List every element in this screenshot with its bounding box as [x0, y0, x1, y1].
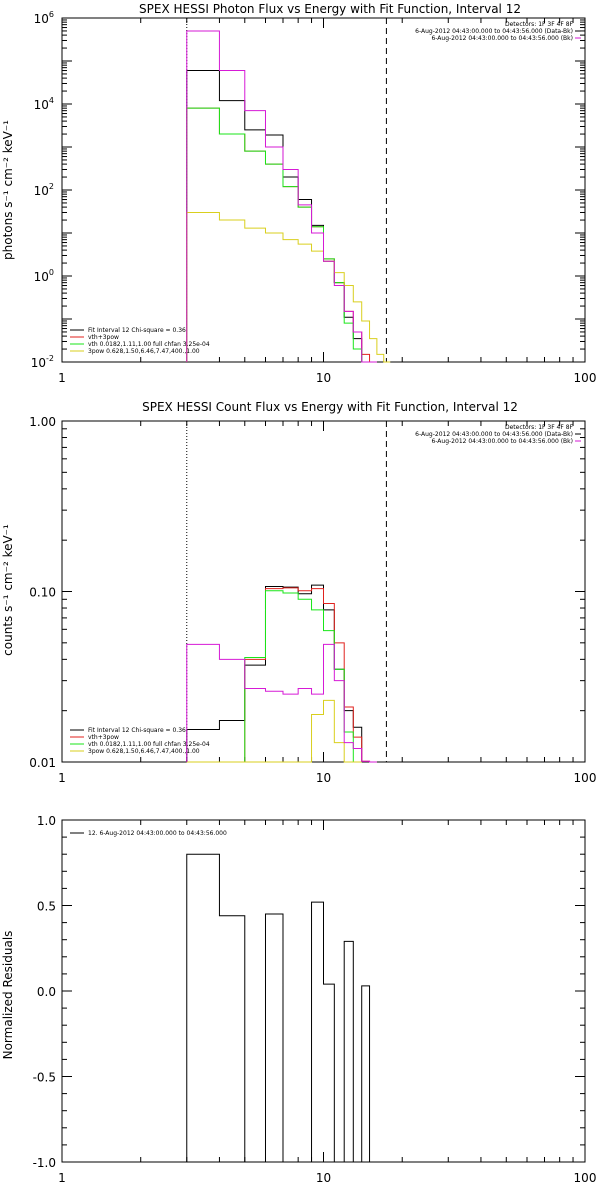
- black-series-line: [186, 584, 377, 763]
- x-tick-label: 100: [574, 371, 597, 385]
- count-y-axis-label: counts s⁻¹ cm⁻² keV⁻¹: [1, 524, 15, 656]
- y-tick-label: 1.00: [29, 415, 56, 429]
- x-tick-label: 10: [316, 1171, 331, 1185]
- y-tick-label: 0.01: [29, 756, 56, 770]
- info-text: 6-Aug-2012 04:43:00.000 to 04:43:56.000 …: [431, 438, 573, 445]
- black-series-line: [186, 853, 371, 1163]
- photon-flux-panel: SPEX HESSI Photon Flux vs Energy with Fi…: [1, 2, 596, 385]
- legend-text: 3pow 0.628,1.50,6.46,7.47,400.,1.00: [88, 748, 200, 755]
- y-tick-label: 102: [34, 182, 54, 198]
- green-series-line: [186, 107, 370, 363]
- info-text: Detectors: 1F 3F 4F 8F: [505, 21, 574, 28]
- x-tick-label: 1: [58, 371, 66, 385]
- info-text: 6-Aug-2012 04:43:00.000 to 04:43:56.000 …: [415, 28, 573, 35]
- x-tick-label: 10: [316, 371, 331, 385]
- y-tick-label: 106: [34, 10, 54, 26]
- legend-text: Fit Interval 12 Chi-square = 0.36: [88, 727, 186, 734]
- x-tick-label: 100: [574, 771, 597, 785]
- x-tick-label: 1: [58, 771, 66, 785]
- green-series-line: [186, 590, 362, 763]
- red-series-line: [186, 107, 377, 363]
- count-flux-panel: SPEX HESSI Count Flux vs Energy with Fit…: [1, 400, 596, 785]
- legend-text: vth 0.0182,1.11,1.00 full chfan 3.25e-04: [88, 341, 210, 348]
- black-series-line: [186, 70, 377, 363]
- residuals-panel: Normalized Residuals 1 10 100 1.0 0.5 0.0 -0.5…: [1, 814, 596, 1185]
- legend-text: 12. 6-Aug-2012 04:43:00.000 to 04:43:56.…: [88, 830, 227, 837]
- x-tick-label: 10: [316, 771, 331, 785]
- legend-text: Fit Interval 12 Chi-square = 0.36: [88, 327, 186, 334]
- yellow-series-line: [186, 211, 391, 363]
- y-tick-label: -1.0: [33, 1156, 56, 1170]
- y-tick-label: 104: [34, 96, 54, 112]
- y-tick-label: 0.0: [37, 985, 56, 999]
- y-tick-label: -0.5: [33, 1071, 56, 1085]
- plot-frame: [61, 819, 586, 1163]
- plot-frame: [61, 17, 586, 363]
- magenta-series-line: [186, 30, 377, 363]
- yellow-series-line: [186, 699, 362, 763]
- y-tick-label: 1.0: [37, 814, 56, 828]
- y-tick-label: 10-2: [31, 354, 54, 370]
- red-series-line: [186, 587, 377, 763]
- legend-text: 3pow 0.628,1.50,6.46,7.47,400.,1.00: [88, 348, 200, 355]
- residuals-y-axis-label: Normalized Residuals: [1, 931, 15, 1060]
- info-text: 6-Aug-2012 04:43:00.000 to 04:43:56.000 …: [431, 35, 573, 42]
- legend-text: vth 0.0182,1.11,1.00 full chfan 3.25e-04: [88, 741, 210, 748]
- info-text: Detectors: 1F 3F 4F 8F: [505, 424, 574, 431]
- x-tick-label: 1: [58, 1171, 66, 1185]
- magenta-series-line: [186, 643, 377, 763]
- y-tick-label: 100: [34, 268, 54, 284]
- legend-text: vth+3pow: [88, 734, 119, 741]
- y-tick-label: 0.10: [29, 586, 56, 600]
- legend-text: vth+3pow: [88, 334, 119, 341]
- info-text: 6-Aug-2012 04:43:00.000 to 04:43:56.000 …: [415, 431, 573, 438]
- photon-chart-title: SPEX HESSI Photon Flux vs Energy with Fi…: [139, 2, 521, 16]
- y-tick-label: 0.5: [37, 900, 56, 914]
- count-chart-title: SPEX HESSI Count Flux vs Energy with Fit…: [142, 400, 518, 414]
- x-tick-label: 100: [574, 1171, 597, 1185]
- photon-y-axis-label: photons s⁻¹ cm⁻² keV⁻¹: [1, 120, 15, 260]
